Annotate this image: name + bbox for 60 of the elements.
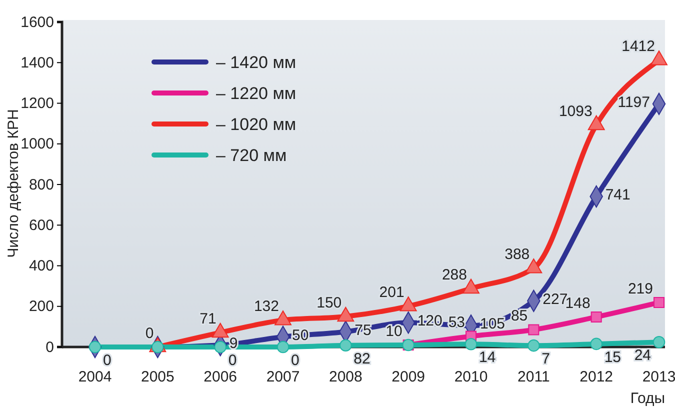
point <box>590 338 602 350</box>
data-label: 219 <box>628 280 653 298</box>
y-tick-label: 0 <box>46 338 54 356</box>
point <box>276 340 290 354</box>
data-label: 150 <box>316 294 342 312</box>
data-label: 7 <box>542 350 550 368</box>
legend-label: – 1020 мм <box>216 115 296 134</box>
x-tick-label: 2012 <box>580 368 614 386</box>
data-label: 71 <box>200 310 216 328</box>
x-tick-label: 2010 <box>454 368 488 386</box>
x-tick-label: 2011 <box>518 368 550 386</box>
data-label: 201 <box>379 284 404 302</box>
y-tick-label: 1200 <box>20 95 54 112</box>
x-tick-label: 2009 <box>392 368 426 386</box>
data-label: 85 <box>510 308 528 325</box>
data-label: 0 <box>145 325 154 342</box>
legend-label: – 720 мм <box>216 146 287 165</box>
x-tick-label: 2008 <box>328 368 362 386</box>
point <box>528 339 540 352</box>
y-tick-label: 200 <box>28 298 54 316</box>
data-label: 9 <box>229 335 238 352</box>
data-label: 288 <box>442 266 467 284</box>
x-tick-label: 2004 <box>78 368 112 386</box>
y-tick-label: 1400 <box>20 54 54 72</box>
point <box>590 311 602 322</box>
point <box>652 336 666 348</box>
x-axis-title: Годы <box>630 390 665 407</box>
data-label: 10 <box>386 322 402 340</box>
legend-label: – 1420 мм <box>216 53 296 72</box>
x-tick-label: 2005 <box>140 368 174 386</box>
point <box>340 339 352 352</box>
data-label: 1412 <box>622 38 655 56</box>
data-label: 132 <box>254 298 279 316</box>
data-label: 14 <box>479 349 496 366</box>
data-label: 0 <box>291 352 300 369</box>
x-tick-label: 2013 <box>642 368 675 386</box>
point <box>588 115 605 130</box>
data-label: 1197 <box>618 94 650 111</box>
annotation: 82 <box>354 350 370 368</box>
data-label: 0 <box>103 352 112 369</box>
data-label: 24 <box>634 347 651 364</box>
data-label: 741 <box>605 186 630 204</box>
data-label: 388 <box>504 246 530 264</box>
y-tick-label: 1000 <box>20 136 54 153</box>
data-label: 1093 <box>558 102 592 120</box>
y-tick-label: 800 <box>28 176 54 194</box>
legend-label: – 1220 мм <box>216 84 296 103</box>
point <box>464 338 478 350</box>
point <box>650 50 668 66</box>
y-tick-label: 400 <box>28 258 54 275</box>
x-tick-label: 2007 <box>266 368 300 386</box>
y-axis-title: Число дефектов КРН <box>5 109 22 258</box>
data-label: 227 <box>542 290 568 308</box>
x-tick-label: 2006 <box>204 368 238 386</box>
point <box>528 324 540 336</box>
y-tick-label: 1600 <box>20 14 54 31</box>
point <box>654 297 664 308</box>
data-label: 0 <box>228 352 237 369</box>
y-tick-label: 600 <box>28 216 54 234</box>
data-label: 15 <box>604 348 622 366</box>
